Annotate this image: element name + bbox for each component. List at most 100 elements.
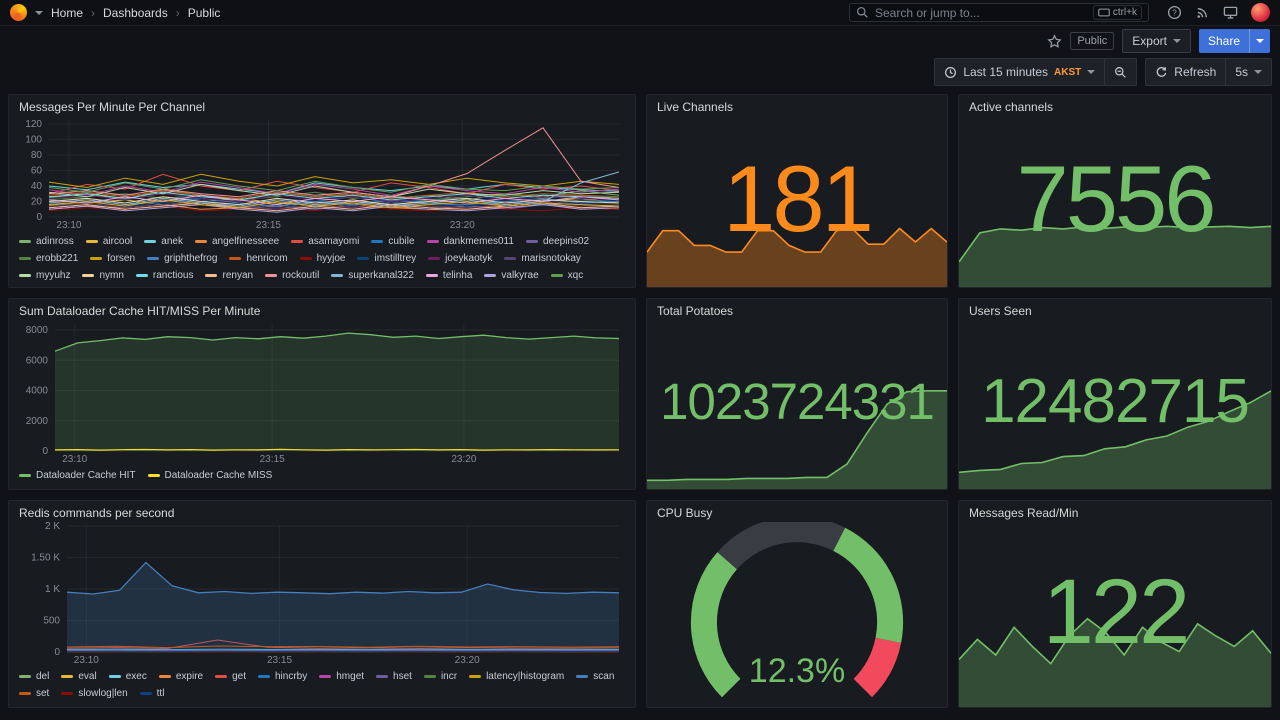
stat-sparkline (959, 610, 1271, 707)
legend-item[interactable]: incr (423, 669, 457, 684)
refresh-icon (1156, 66, 1167, 77)
panel-title[interactable]: Active channels (969, 100, 1054, 114)
svg-text:2000: 2000 (26, 416, 49, 427)
legend-item[interactable]: scan (576, 669, 614, 684)
legend-item[interactable]: anek (144, 234, 183, 249)
legend-item[interactable]: superkanal322 (331, 268, 414, 281)
legend-item[interactable]: ttl (139, 686, 164, 701)
breadcrumb-dashboards[interactable]: Dashboards (83, 6, 168, 20)
dashboard-toolbar: Last 15 minutes AKST Refresh 5s (0, 58, 1280, 86)
legend-item[interactable]: eval (61, 669, 97, 684)
stat-sparkline (959, 221, 1271, 287)
legend-item[interactable]: cubile (371, 234, 415, 249)
time-range-picker[interactable]: Last 15 minutes AKST (934, 58, 1106, 86)
zoom-out-button[interactable] (1105, 58, 1138, 86)
legend-item[interactable]: hincrby (258, 669, 307, 684)
legend-item[interactable]: rockoutil (265, 268, 319, 281)
grafana-logo-icon[interactable] (10, 4, 27, 21)
legend-item[interactable]: Dataloader Cache HIT (19, 468, 136, 483)
legend-item[interactable]: aircool (85, 234, 132, 249)
dashboard-grid: Messages Per Minute Per Channel 0 20 40 60 8… (0, 94, 1280, 708)
legend-item[interactable]: Dataloader Cache MISS (147, 468, 272, 483)
refresh-interval-picker[interactable]: 5s (1226, 58, 1272, 86)
panel-messages-per-minute: Messages Per Minute Per Channel 0 20 40 60 8… (8, 94, 636, 288)
legend-item[interactable]: set (19, 686, 49, 701)
timeseries-chart[interactable]: 0 20 40 60 80 100 120 23:10 23:15 23:20 (19, 116, 625, 231)
svg-text:23:15: 23:15 (260, 454, 285, 465)
legend-item[interactable]: hmget (319, 669, 364, 684)
export-button[interactable]: Export (1122, 29, 1191, 53)
legend-item[interactable]: slowlog|len (61, 686, 128, 701)
legend-item[interactable]: forsen (90, 251, 135, 266)
panel-title[interactable]: Sum Dataloader Cache HIT/MISS Per Minute (19, 304, 261, 318)
svg-text:40: 40 (31, 181, 43, 192)
legend-item[interactable]: del (19, 669, 49, 684)
svg-text:2 K: 2 K (45, 522, 60, 532)
legend-item[interactable]: henricom (229, 251, 288, 266)
svg-text:23:20: 23:20 (450, 220, 475, 231)
legend-item[interactable]: dankmemes011 (426, 234, 514, 249)
help-button[interactable]: ? (1167, 5, 1182, 20)
timeseries-chart[interactable]: 0 500 1 K 1.50 K 2 K 23:10 23:15 23:20 (19, 522, 625, 666)
breadcrumb-public[interactable]: Public (168, 6, 221, 20)
legend-item[interactable]: adinross (19, 234, 74, 249)
panel-title[interactable]: Messages Read/Min (969, 506, 1079, 520)
chevron-down-icon (1087, 70, 1096, 74)
search-placeholder: Search or jump to... (875, 5, 980, 20)
panel-title[interactable]: Total Potatoes (657, 304, 734, 318)
legend-item[interactable]: hset (376, 669, 412, 684)
display-button[interactable] (1223, 5, 1238, 20)
public-tag: Public (1070, 32, 1115, 50)
user-avatar[interactable] (1251, 3, 1270, 22)
panel-title[interactable]: CPU Busy (657, 506, 713, 520)
search-input[interactable]: Search or jump to... ctrl+k (849, 3, 1149, 22)
news-button[interactable] (1195, 5, 1210, 20)
svg-text:500: 500 (43, 616, 60, 627)
legend-item[interactable]: asamayomi (291, 234, 359, 249)
legend-item[interactable]: joeykaotyk (428, 251, 492, 266)
svg-text:23:10: 23:10 (74, 655, 99, 666)
gauge-chart[interactable]: 12.3% (657, 522, 937, 701)
panel-title[interactable]: Live Channels (657, 100, 734, 114)
refresh-button[interactable]: Refresh (1145, 58, 1227, 86)
legend-item[interactable]: deepins02 (525, 234, 589, 249)
legend-item[interactable]: latency|histogram (469, 669, 564, 684)
legend-item[interactable]: myyuhz (19, 268, 70, 281)
legend-item[interactable]: renyan (205, 268, 253, 281)
stat-body: 12482715 (959, 320, 1271, 489)
panel-title[interactable]: Redis commands per second (19, 506, 175, 520)
legend-item[interactable]: marisnotokay (504, 251, 581, 266)
legend-item[interactable]: griphthefrog (147, 251, 217, 266)
keyboard-icon (1098, 8, 1110, 17)
legend-item[interactable]: expire (158, 669, 203, 684)
legend-item[interactable]: erobb221 (19, 251, 78, 266)
legend-item[interactable]: telinha (425, 268, 472, 281)
favorite-button[interactable] (1047, 33, 1062, 49)
chevron-down-icon (1256, 39, 1264, 43)
panel-users-seen: Users Seen 12482715 (958, 298, 1272, 490)
breadcrumb-home[interactable]: Home (51, 5, 84, 20)
legend-item[interactable]: valkyrae (484, 268, 539, 281)
svg-text:23:15: 23:15 (256, 220, 281, 231)
panel-title[interactable]: Users Seen (969, 304, 1032, 318)
legend-item[interactable]: xqc (550, 268, 583, 281)
timeseries-chart[interactable]: 0 2000 4000 6000 8000 23:10 23:15 23:20 (19, 320, 625, 465)
legend-item[interactable]: angelfinesseee (194, 234, 279, 249)
panel-title[interactable]: Messages Per Minute Per Channel (19, 100, 206, 114)
panel-active-channels: Active channels 7556 (958, 94, 1272, 288)
legend-item[interactable]: imstilltrey (357, 251, 416, 266)
svg-text:80: 80 (31, 150, 43, 161)
chevron-down-icon[interactable] (35, 10, 43, 15)
svg-text:20: 20 (31, 196, 43, 207)
share-button[interactable]: Share (1198, 29, 1270, 53)
timezone-label: AKST (1054, 66, 1082, 78)
legend-item[interactable]: ranctious (135, 268, 193, 281)
gauge-value: 12.3% (748, 652, 846, 690)
legend-item[interactable]: nymn (82, 268, 124, 281)
legend-item[interactable]: get (215, 669, 246, 684)
legend-item[interactable]: hyyjoe (299, 251, 345, 266)
legend-item[interactable]: exec (108, 669, 147, 684)
share-menu-button[interactable] (1249, 29, 1270, 53)
svg-text:100: 100 (25, 134, 42, 145)
chart-legend: del eval exec expire get hincrby hmget hset incr… (19, 666, 625, 701)
